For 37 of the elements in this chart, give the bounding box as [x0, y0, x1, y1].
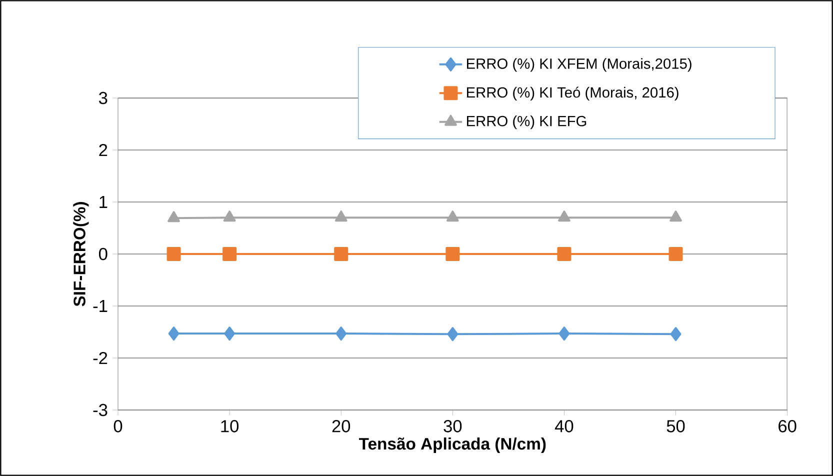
point [670, 210, 682, 222]
point [670, 327, 682, 342]
x-axis-title: Tensão Aplicada (N/cm) [359, 437, 546, 453]
y-axis-title: SIF-ERRO(%) [73, 202, 89, 306]
y-tick-label: -2 [93, 352, 108, 364]
point [558, 326, 570, 341]
point [447, 327, 458, 342]
point [334, 247, 348, 261]
point [446, 210, 459, 222]
point [668, 247, 683, 261]
x-tick-label: 0 [114, 420, 122, 432]
point [166, 247, 181, 261]
x-tick-label: 40 [554, 420, 574, 432]
x-tick-label: 60 [778, 420, 796, 432]
legend-label: ERRO (%) KI XFEM (Morais,2015) [466, 58, 692, 72]
y-tick-label: 1 [100, 196, 108, 208]
x-tick-label: 50 [666, 420, 685, 432]
point [557, 247, 572, 261]
point [168, 326, 180, 341]
point [558, 210, 570, 222]
point [223, 210, 236, 222]
x-tick-label: 10 [221, 420, 239, 432]
legend-label: ERRO (%) KI Teó (Morais, 2016) [466, 86, 678, 101]
point [222, 247, 237, 261]
x-tick-label: 30 [444, 420, 462, 432]
point [336, 326, 347, 341]
point [334, 210, 348, 222]
point [224, 326, 236, 341]
legend-label: ERRO (%) KI EFG [466, 116, 586, 130]
y-tick-label: 3 [98, 92, 108, 104]
y-tick-label: 2 [99, 144, 108, 156]
x-tick-label: 20 [332, 420, 350, 432]
y-tick-label: -3 [93, 404, 108, 416]
y-tick-label: 0 [98, 248, 108, 260]
point [446, 247, 460, 261]
point [168, 211, 180, 222]
y-tick-label: -1 [93, 300, 108, 312]
